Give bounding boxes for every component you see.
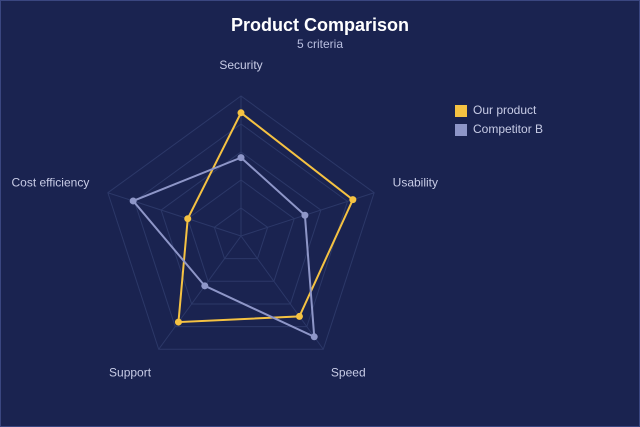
data-point [310,333,318,341]
axis-label: Usability [393,176,438,190]
chart-title: Product Comparison [231,15,409,35]
grid-ring [187,179,295,282]
series-outline [131,156,316,339]
legend-label: Competitor B [473,122,543,136]
axis-label: Cost efficiency [12,176,90,190]
axis-label: Security [219,58,262,72]
data-point [237,109,245,117]
grid-ring [133,123,349,328]
data-point [349,196,357,204]
legend-swatch [455,105,467,117]
data-point [174,318,182,326]
axis-label: Support [109,366,152,380]
grid-ring [160,151,322,305]
data-point [184,215,192,223]
axis-label: Speed [331,366,366,380]
data-point [129,197,137,205]
data-point [295,312,303,320]
data-point [237,154,245,162]
grid-ring [213,207,269,260]
data-point [301,211,309,219]
series-outline [177,111,355,324]
legend-swatch [455,124,467,136]
data-point [201,282,209,290]
chart-subtitle: 5 criteria [297,37,343,51]
legend-label: Our product [473,103,537,117]
grid-spoke [240,235,324,350]
grid-spoke [158,235,242,350]
grid-ring [107,95,375,350]
